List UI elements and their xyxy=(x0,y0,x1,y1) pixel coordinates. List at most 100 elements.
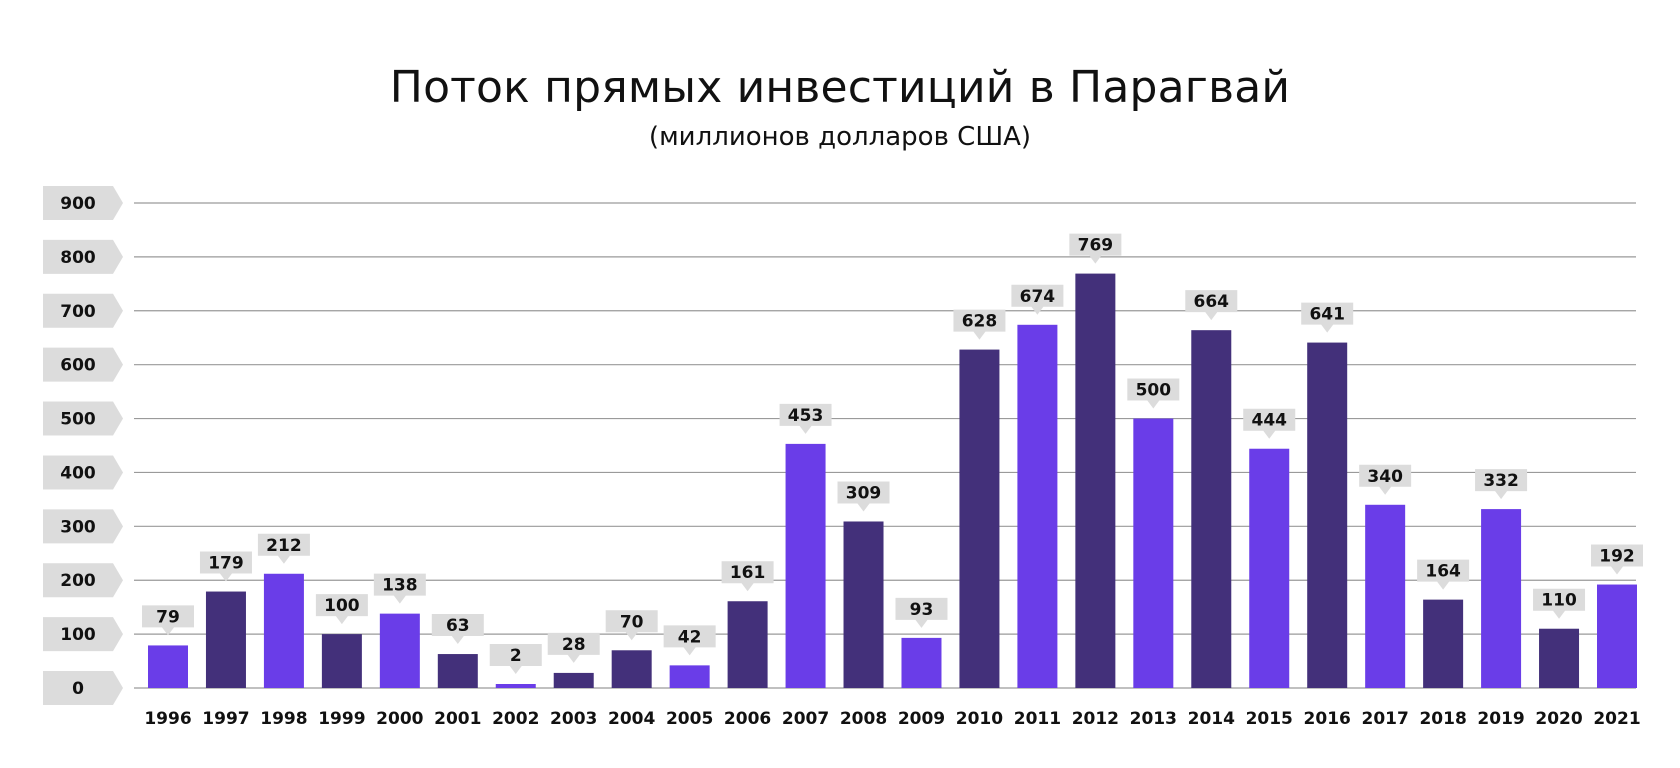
data-label-text: 110 xyxy=(1541,591,1577,611)
data-label-2009: 93 xyxy=(895,597,948,628)
data-label-bg xyxy=(1591,544,1643,575)
data-label-bg xyxy=(1243,408,1296,439)
bar-2018 xyxy=(1423,599,1464,688)
data-label-text: 79 xyxy=(156,607,180,627)
data-label-text: 212 xyxy=(266,536,302,556)
data-label-2015: 444 xyxy=(1243,408,1296,439)
y-tick-text: 200 xyxy=(60,571,96,591)
bar-2016 xyxy=(1307,342,1348,688)
bar-2020 xyxy=(1539,628,1580,688)
y-tick-label-bg xyxy=(43,186,123,220)
data-label-text: 70 xyxy=(620,612,644,632)
data-label-bg xyxy=(1475,469,1528,500)
data-label-text: 769 xyxy=(1078,236,1114,256)
bar-2000 xyxy=(379,613,420,688)
data-label-bg xyxy=(1301,302,1354,333)
x-tick-label: 2013 xyxy=(1130,709,1177,729)
bar-2013 xyxy=(1133,418,1174,688)
data-label-1999: 100 xyxy=(315,594,368,625)
bar-2004 xyxy=(611,650,652,688)
data-label-bg xyxy=(953,309,1006,340)
data-label-text: 192 xyxy=(1599,547,1635,567)
x-tick-label: 2006 xyxy=(724,709,771,729)
data-label-text: 309 xyxy=(846,483,882,503)
data-label-text: 63 xyxy=(446,616,470,636)
data-label-bg xyxy=(663,625,716,656)
data-label-1998: 212 xyxy=(257,533,310,564)
x-tick-label: 2001 xyxy=(434,709,481,729)
data-label-2014: 664 xyxy=(1185,290,1238,321)
data-label-bg xyxy=(373,573,426,604)
y-tick-label: 500 xyxy=(43,401,123,436)
y-tick-label-bg xyxy=(43,239,123,274)
data-label-2010: 628 xyxy=(953,309,1006,340)
data-label-bg xyxy=(1185,290,1238,321)
x-tick-label: 2010 xyxy=(956,709,1003,729)
chart-title: Поток прямых инвестиций в Парагвай xyxy=(389,62,1291,113)
y-tick-label-bg xyxy=(43,617,123,652)
data-label-text: 42 xyxy=(678,627,702,647)
data-label-2001: 63 xyxy=(431,614,484,645)
y-tick-text: 500 xyxy=(60,410,96,430)
chart-subtitle: (миллионов долларов США) xyxy=(648,122,1032,152)
x-tick-label: 2021 xyxy=(1593,709,1640,729)
data-label-2007: 453 xyxy=(779,403,832,434)
data-label-bg xyxy=(1359,464,1412,495)
data-label-2019: 332 xyxy=(1475,469,1528,500)
y-tick-text: 600 xyxy=(60,356,96,376)
y-tick-text: 700 xyxy=(60,302,96,322)
bar-2007 xyxy=(785,443,826,688)
data-label-text: 444 xyxy=(1251,411,1287,431)
data-label-bg xyxy=(257,533,310,564)
data-label-text: 100 xyxy=(324,596,360,616)
y-tick-label: 700 xyxy=(43,293,123,328)
x-tick-label: 2018 xyxy=(1419,709,1466,729)
x-tick-label: 2011 xyxy=(1014,709,1061,729)
bar-2011 xyxy=(1017,324,1058,688)
data-label-text: 628 xyxy=(962,312,998,332)
bar-2014 xyxy=(1191,330,1232,688)
data-label-text: 340 xyxy=(1367,467,1403,487)
data-label-2016: 641 xyxy=(1301,302,1354,333)
data-label-1997: 179 xyxy=(199,551,252,582)
data-label-text: 93 xyxy=(910,600,934,620)
data-label-bg xyxy=(605,610,658,641)
data-label-bg xyxy=(1533,588,1586,619)
data-label-text: 164 xyxy=(1425,562,1461,582)
x-tick-label: 2019 xyxy=(1477,709,1524,729)
data-label-text: 138 xyxy=(382,576,418,596)
x-tick-label: 1997 xyxy=(202,709,249,729)
data-label-bg xyxy=(315,594,368,625)
y-tick-text: 0 xyxy=(72,679,84,699)
y-tick-label: 0 xyxy=(43,671,123,705)
data-label-bg xyxy=(431,614,484,645)
y-tick-label: 900 xyxy=(43,186,123,220)
data-label-1996: 79 xyxy=(142,605,194,636)
x-tick-label: 2020 xyxy=(1535,709,1582,729)
y-tick-label: 300 xyxy=(43,509,123,544)
y-tick-text: 800 xyxy=(60,248,96,268)
x-tick-label: 2014 xyxy=(1188,709,1235,729)
bar-2002 xyxy=(495,684,536,688)
bar-1998 xyxy=(263,573,304,688)
data-label-bg xyxy=(1011,284,1064,315)
y-tick-label: 400 xyxy=(43,455,123,490)
data-label-bg xyxy=(547,632,600,663)
data-label-bg xyxy=(199,551,252,582)
data-label-bg xyxy=(1417,559,1470,590)
y-tick-text: 900 xyxy=(60,194,96,214)
data-label-2021: 192 xyxy=(1591,544,1643,575)
x-tick-label: 1996 xyxy=(144,709,191,729)
data-label-text: 664 xyxy=(1194,292,1230,312)
x-tick-label: 2004 xyxy=(608,709,655,729)
y-tick-label-bg xyxy=(43,671,123,705)
data-label-2017: 340 xyxy=(1359,464,1412,495)
y-tick-label: 200 xyxy=(43,563,123,598)
data-label-2013: 500 xyxy=(1127,378,1180,409)
data-label-2003: 28 xyxy=(547,632,600,663)
y-tick-label-bg xyxy=(43,509,123,544)
y-tick-label: 600 xyxy=(43,347,123,382)
data-label-2011: 674 xyxy=(1011,284,1064,315)
data-label-text: 28 xyxy=(562,635,586,655)
